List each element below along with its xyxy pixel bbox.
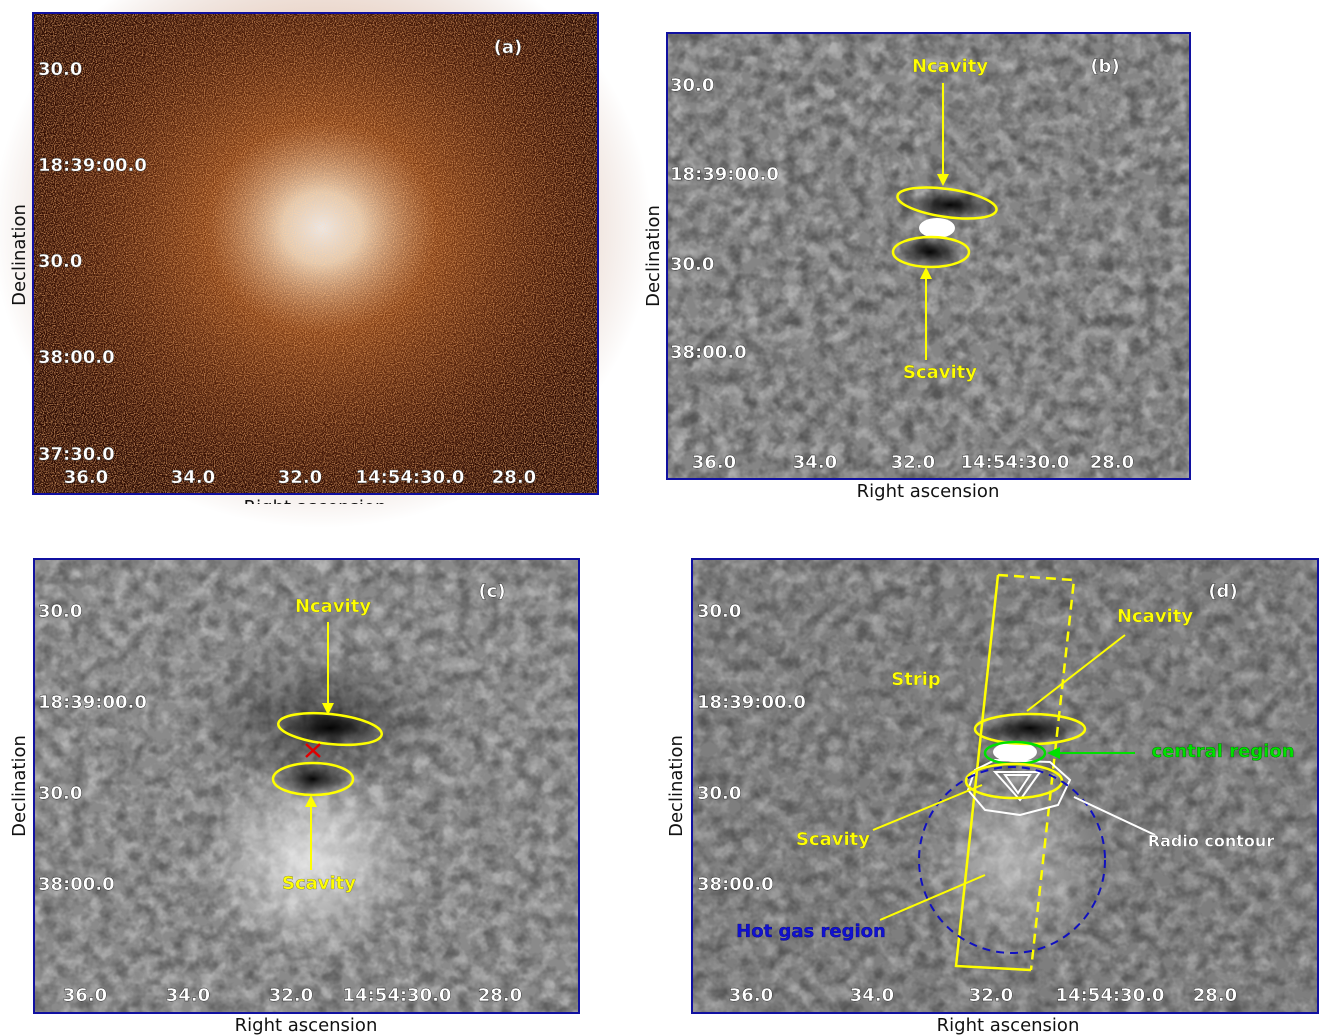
- panel-label: (b): [1090, 56, 1119, 77]
- annotation: central region: [1151, 741, 1294, 762]
- x-tick-label: 14:54:30.0: [961, 452, 1070, 473]
- x-tick-label: 32.0: [891, 452, 935, 473]
- y-tick-label: 30.0: [38, 601, 82, 622]
- x-tick-label: 14:54:30.0: [356, 467, 465, 488]
- x-tick-label: 28.0: [1193, 985, 1237, 1006]
- x-axis-label: Right ascension: [235, 1015, 378, 1036]
- x-tick-label: 32.0: [969, 985, 1013, 1006]
- dark-region: [905, 189, 995, 221]
- annotation: Ncavity: [1117, 606, 1193, 627]
- y-axis-label: Declination: [9, 204, 30, 306]
- x-tick-label: 28.0: [478, 985, 522, 1006]
- annotation: Ncavity: [295, 596, 371, 617]
- annotation: Ncavity: [912, 56, 988, 77]
- y-tick-label: 18:39:00.0: [670, 164, 779, 185]
- y-tick-label: 30.0: [670, 75, 714, 96]
- y-axis-label: Declination: [9, 735, 30, 837]
- panel-label: (d): [1208, 581, 1237, 602]
- x-tick-label: 34.0: [793, 452, 837, 473]
- y-tick-label: 30.0: [38, 783, 82, 804]
- y-tick-label: 30.0: [38, 59, 82, 80]
- x-tick-label: 36.0: [692, 452, 736, 473]
- y-tick-label: 30.0: [670, 254, 714, 275]
- annotation: Scavity: [796, 829, 870, 850]
- y-axis-label: Declination: [666, 735, 687, 837]
- x-tick-label: 32.0: [278, 467, 322, 488]
- y-tick-label: 18:39:00.0: [38, 692, 147, 713]
- y-tick-label: 30.0: [38, 251, 82, 272]
- panel-b: Ncavity Scavity: [667, 33, 1190, 479]
- annotation: Scavity: [282, 873, 356, 894]
- annotation: Radio contour: [1148, 832, 1275, 851]
- x-tick-label: 34.0: [850, 985, 894, 1006]
- figure: Ncavity Scavity Ncavity Scavity Ncavity …: [0, 0, 1319, 1036]
- y-tick-label: 18:39:00.0: [697, 692, 806, 713]
- y-tick-label: 38:00.0: [697, 874, 774, 895]
- y-tick-label: 38:00.0: [38, 874, 115, 895]
- x-tick-label: 36.0: [64, 467, 108, 488]
- x-tick-label: 28.0: [492, 467, 536, 488]
- y-tick-label: 37:30.0: [38, 444, 115, 465]
- x-axis-label: Right ascension: [857, 481, 1000, 502]
- x-tick-label: 14:54:30.0: [1056, 985, 1165, 1006]
- x-tick-label: 36.0: [729, 985, 773, 1006]
- panel-label: (c): [478, 581, 505, 602]
- y-tick-label: 30.0: [697, 601, 741, 622]
- panel-label: (a): [494, 37, 523, 58]
- panel-c: Ncavity Scavity: [34, 559, 579, 1013]
- x-axis-label: Right ascension: [937, 1015, 1080, 1036]
- x-tick-label: 34.0: [166, 985, 210, 1006]
- bright-core: [919, 218, 955, 238]
- annotation: Strip: [891, 669, 941, 690]
- y-tick-label: 18:39:00.0: [38, 155, 147, 176]
- x-tick-label: 32.0: [269, 985, 313, 1006]
- x-tick-label: 28.0: [1090, 452, 1134, 473]
- x-tick-label: 14:54:30.0: [343, 985, 452, 1006]
- x-tick-label: 34.0: [171, 467, 215, 488]
- x-tick-label: 36.0: [63, 985, 107, 1006]
- annotation: Scavity: [903, 362, 977, 383]
- y-tick-label: 30.0: [697, 783, 741, 804]
- y-axis-label: Declination: [643, 205, 664, 307]
- y-tick-label: 38:00.0: [670, 342, 747, 363]
- annotation: Hot gas region: [736, 921, 886, 942]
- image-noise: [33, 13, 598, 494]
- panel-d: Ncavity Strip central region Scavity Rad…: [692, 559, 1318, 1013]
- y-tick-label: 38:00.0: [38, 347, 115, 368]
